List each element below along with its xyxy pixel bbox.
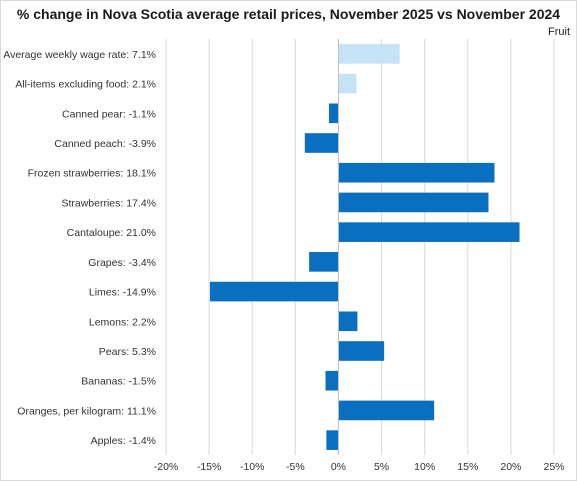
x-tick-label: -15%: [197, 461, 222, 473]
category-label: Canned pear: -1.1%: [62, 108, 156, 120]
x-tick-label: 25%: [543, 461, 564, 473]
bar: [338, 311, 358, 332]
category-label: Grapes: -3.4%: [88, 257, 156, 269]
bar: [338, 73, 357, 94]
category-label: All-items excluding food: 2.1%: [15, 79, 156, 91]
x-tick-label: -20%: [154, 461, 179, 473]
category-label: Canned peach: -3.9%: [54, 138, 156, 150]
chart-title: % change in Nova Scotia average retail p…: [16, 6, 561, 22]
x-tick-label: 5%: [374, 461, 389, 473]
category-label: Lemons: 2.2%: [89, 316, 156, 328]
category-label: Strawberries: 17.4%: [61, 197, 156, 209]
bar: [338, 341, 385, 361]
chart-subtitle: Fruit: [548, 26, 570, 38]
x-tick-label: -10%: [240, 461, 265, 473]
x-tick-label: -5%: [286, 461, 305, 473]
bar: [338, 400, 435, 421]
bar: [328, 103, 339, 124]
category-label: Apples: -1.4%: [91, 435, 156, 447]
x-tick-label: 20%: [500, 461, 521, 473]
x-tick-label: 10%: [414, 461, 435, 473]
bar: [209, 281, 339, 302]
category-label: Bananas: -1.5%: [81, 376, 156, 388]
category-label: Oranges, per kilogram: 11.1%: [17, 405, 156, 417]
bar: [325, 370, 339, 391]
bar: [304, 133, 339, 153]
x-tick-label: 15%: [457, 461, 478, 473]
category-label: Frozen strawberries: 18.1%: [28, 168, 156, 180]
x-tick-label: 0%: [331, 461, 346, 473]
category-label: Average weekly wage rate: 7.1%: [3, 49, 156, 61]
category-label: Cantaloupe: 21.0%: [67, 227, 156, 239]
bar: [309, 252, 339, 272]
bar: [326, 430, 339, 450]
category-label: Pears: 5.3%: [99, 346, 156, 358]
category-label: Limes: -14.9%: [89, 287, 156, 299]
bar: [338, 222, 520, 242]
bar: [338, 44, 400, 64]
bar: [338, 192, 489, 213]
bar: [338, 162, 495, 183]
